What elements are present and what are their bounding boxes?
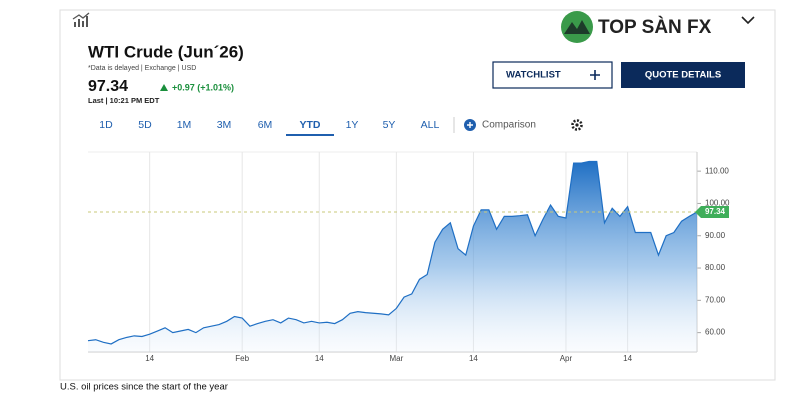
comparison-link[interactable]: Comparison xyxy=(482,120,536,131)
x-tick-label: Feb xyxy=(235,354,249,363)
reference-tag xyxy=(695,206,729,219)
y-tick-label: 60.00 xyxy=(705,328,726,337)
plus-icon xyxy=(590,70,600,80)
range-tab[interactable]: 6M xyxy=(258,119,273,131)
range-tabs: 1D 5D 1M 3M 6M YTD 1Y 5Y ALL xyxy=(99,119,440,136)
y-tick-label: 110.00 xyxy=(705,166,729,175)
area xyxy=(88,161,697,352)
price: 97.34 xyxy=(88,78,128,95)
range-tab[interactable]: 3M xyxy=(217,119,232,131)
price-change: +0.97 (+1.01%) xyxy=(172,82,234,92)
button-label[interactable]: WATCHLIST xyxy=(506,70,561,81)
caption: U.S. oil prices since the start of the y… xyxy=(60,382,228,393)
x-tick-label: Apr xyxy=(560,354,573,363)
line xyxy=(87,160,698,345)
y-tick-label: 100.00 xyxy=(705,199,730,208)
quote-details-button[interactable]: QUOTE DETAILS xyxy=(621,62,745,88)
x-tick-label: 14 xyxy=(469,354,478,363)
up-arrow xyxy=(160,84,168,91)
button-frame[interactable] xyxy=(621,62,745,88)
x-tick-label: 14 xyxy=(315,354,324,363)
x-tick-label: 14 xyxy=(623,354,632,363)
range-tab[interactable]: 5D xyxy=(138,119,152,131)
chart: 14 Feb 14 Mar 14 Apr 14 60.00 70.00 80.00 90.00 100… xyxy=(87,152,730,363)
button-label[interactable]: QUOTE DETAILS xyxy=(645,70,721,81)
range-tab[interactable]: ALL xyxy=(421,119,440,131)
watchlist-button[interactable]: WATCHLIST xyxy=(492,61,613,89)
comparison-plus xyxy=(467,122,473,128)
range-tab[interactable]: 1M xyxy=(177,119,192,131)
range-tab[interactable]: YTD xyxy=(300,119,321,131)
collapse-chevron[interactable] xyxy=(741,16,755,25)
y-tick-label: 70.00 xyxy=(705,295,726,304)
range-tab[interactable]: 1Y xyxy=(346,119,359,131)
range-tab[interactable]: 1D xyxy=(99,119,113,131)
data-note: *Data is delayed | Exchange | USD xyxy=(88,65,196,72)
range-tab[interactable]: 5Y xyxy=(383,119,396,131)
settings-icon[interactable] xyxy=(571,119,583,131)
y-tick-label: 80.00 xyxy=(705,263,726,272)
y-tick-label: 90.00 xyxy=(705,231,726,240)
x-tick-label: 14 xyxy=(145,354,154,363)
last-time: Last | 10:21 PM EDT xyxy=(88,96,160,105)
quote-title: WTI Crude (Jun´26) xyxy=(88,42,244,61)
reference-label: 97.34 xyxy=(705,207,726,216)
logo-text: TOP SÀN FX xyxy=(598,16,712,38)
x-tick-label: Mar xyxy=(389,354,403,363)
logo: TOP SÀN FX xyxy=(561,11,712,43)
chart-icon xyxy=(72,12,90,27)
